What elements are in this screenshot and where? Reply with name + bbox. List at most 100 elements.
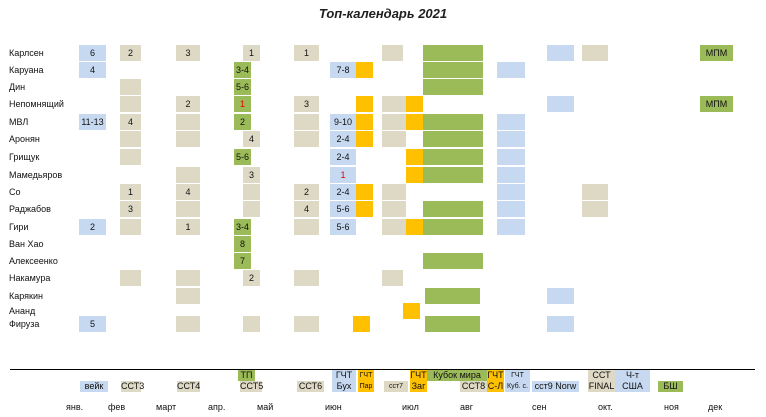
event-cell: 1 <box>120 184 141 200</box>
event-cell: МПМ <box>700 45 733 61</box>
event-cell: 2 <box>294 184 319 200</box>
event-cell <box>423 253 483 269</box>
event-cell <box>243 201 260 217</box>
legend-gcht-bukh: ГЧТ Бух <box>332 370 356 392</box>
legend-label: Заг <box>411 381 426 391</box>
event-cell: 11-13 <box>79 114 106 130</box>
event-cell <box>423 131 483 147</box>
event-cell <box>294 219 319 235</box>
legend-world-cup: Кубок мира <box>427 370 487 381</box>
player-name: Карякин <box>9 291 43 301</box>
event-cell <box>497 167 525 183</box>
event-cell <box>120 131 141 147</box>
event-cell <box>382 219 406 235</box>
player-name: Ананд <box>9 306 36 316</box>
event-cell <box>356 114 373 130</box>
player-name: Карлсен <box>9 48 44 58</box>
event-cell <box>406 219 423 235</box>
event-cell <box>423 167 483 183</box>
event-cell <box>382 201 406 217</box>
event-cell: 3-4 <box>234 62 251 78</box>
event-cell: 3 <box>243 167 260 183</box>
month-label: июн <box>325 402 342 412</box>
legend-sst9-norw: сст9 Norw <box>532 381 579 392</box>
event-cell <box>382 184 406 200</box>
legend-usa-ch: Ч-т США <box>615 370 650 392</box>
event-cell <box>425 288 480 304</box>
month-label: июл <box>402 402 419 412</box>
event-cell <box>176 201 200 217</box>
event-cell: 5-6 <box>330 201 356 217</box>
event-cell: 3 <box>294 96 319 112</box>
player-name: Дин <box>9 82 26 92</box>
legend-label: С-Л <box>487 381 504 391</box>
legend-gcht-zag: ГЧТ Заг <box>410 370 427 392</box>
event-cell: 5-6 <box>234 79 251 95</box>
event-cell <box>120 219 141 235</box>
legend-label: ССТ4 <box>177 381 201 391</box>
event-cell <box>353 316 370 332</box>
event-cell: 7 <box>234 253 251 269</box>
event-cell: 2 <box>79 219 106 235</box>
event-cell <box>243 184 260 200</box>
player-name: МВЛ <box>9 117 29 127</box>
player-name: Непомнящий <box>9 99 64 109</box>
legend-label: Куб. с. <box>507 383 528 390</box>
event-cell <box>294 114 319 130</box>
player-name: Накамура <box>9 273 51 283</box>
event-cell <box>294 316 319 332</box>
legend-label: ССТ6 <box>298 381 323 391</box>
event-cell <box>406 96 423 112</box>
legend-label: ГЧТ <box>410 370 427 380</box>
month-label: окт. <box>598 402 613 412</box>
event-cell <box>176 167 200 183</box>
player-name: Раджабов <box>9 204 51 214</box>
player-name: Каруана <box>9 65 44 75</box>
month-label: дек <box>708 402 723 412</box>
event-cell: 2-4 <box>330 149 356 165</box>
divider-line <box>10 369 755 370</box>
event-cell <box>423 79 483 95</box>
event-cell <box>423 149 483 165</box>
month-label: май <box>257 402 274 412</box>
event-cell: МПМ <box>700 96 733 112</box>
legend-sst-final: ССТ FINAL <box>588 370 615 392</box>
event-cell: 1 <box>176 219 200 235</box>
event-cell <box>497 149 525 165</box>
legend-label: вейк <box>84 381 104 391</box>
event-cell <box>582 184 608 200</box>
legend-sst5: ССТ5 <box>240 381 263 392</box>
legend-label: ГЧТ <box>359 372 373 379</box>
event-cell: 2 <box>243 270 260 286</box>
legend-label: ГЧТ <box>335 370 353 380</box>
event-cell: 1 <box>294 45 319 61</box>
legend-label: сст9 Norw <box>534 381 577 391</box>
legend-label: сст7 <box>388 383 404 390</box>
event-cell: 8 <box>234 236 251 252</box>
event-cell: 2-4 <box>330 184 356 200</box>
event-cell <box>176 270 200 286</box>
event-cell <box>356 96 373 112</box>
event-cell <box>356 201 373 217</box>
event-cell <box>176 114 200 130</box>
legend-tp: ТП <box>238 370 255 381</box>
event-cell <box>547 288 574 304</box>
event-cell <box>582 45 608 61</box>
legend-gcht-kub: ГЧТ Куб. с. <box>505 370 530 392</box>
event-cell <box>423 114 483 130</box>
event-cell <box>120 79 141 95</box>
legend-label: США <box>622 381 643 391</box>
event-cell <box>497 219 525 235</box>
legend-label: Бух <box>336 381 352 391</box>
event-cell: 3 <box>120 201 141 217</box>
month-label: ноя <box>664 402 679 412</box>
event-cell <box>423 201 483 217</box>
event-cell: 2 <box>176 96 200 112</box>
month-label: фев <box>108 402 126 412</box>
legend-label: Кубок мира <box>433 370 481 380</box>
event-cell <box>294 131 319 147</box>
event-cell <box>406 114 423 130</box>
event-cell <box>294 270 319 286</box>
event-cell <box>176 288 200 304</box>
